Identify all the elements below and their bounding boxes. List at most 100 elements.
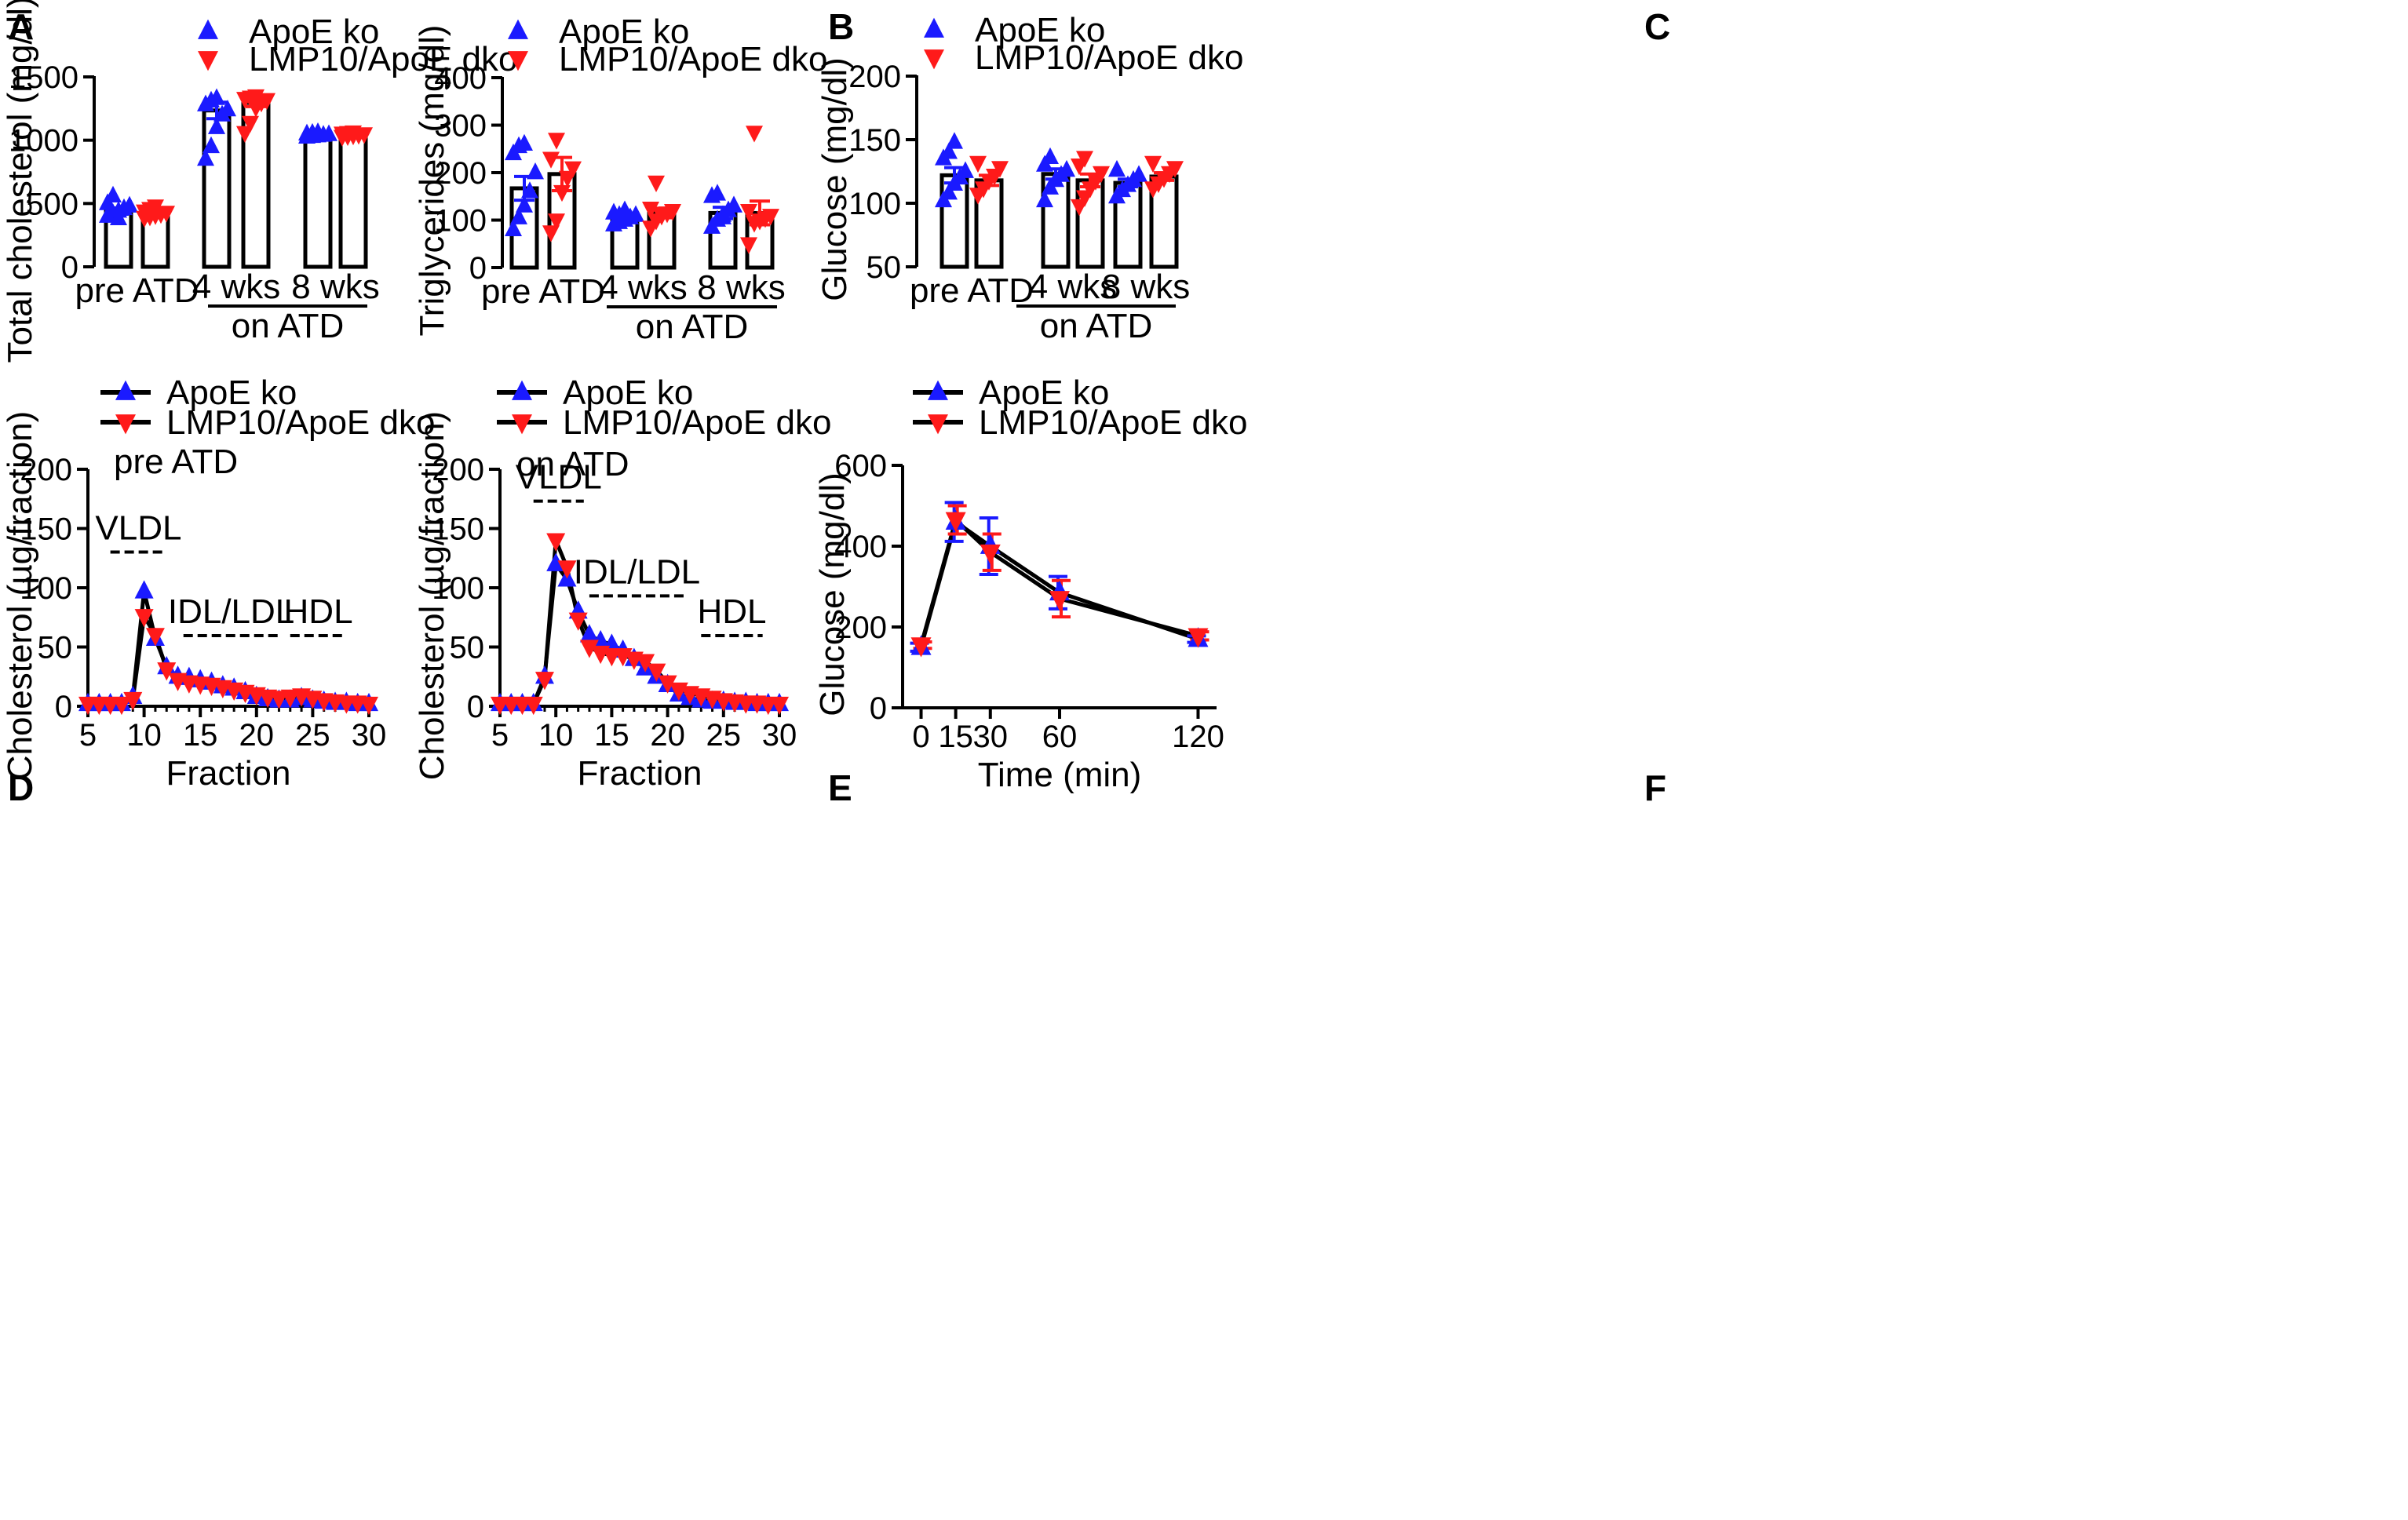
panel-e-x-tick-label: 25 — [706, 718, 742, 753]
panel-f-data-point — [1188, 628, 1209, 648]
panel-b-data-point — [553, 184, 571, 202]
panel-b-data-point — [664, 204, 681, 221]
panel-c-data-point — [940, 183, 958, 200]
legend-marker-apoe-ko — [928, 380, 948, 400]
panel-e-y-tick-label: 100 — [432, 571, 484, 606]
panel-d-letter: D — [8, 767, 34, 808]
panel-b-data-point — [527, 162, 544, 180]
legend-marker-apoe-ko — [924, 17, 944, 38]
panel-c-category-label: pre ATD — [910, 272, 1034, 310]
panel-d-x-tick-label: 15 — [183, 718, 218, 753]
panel-e-data-point — [568, 612, 588, 631]
panel-d-data-point — [111, 696, 131, 716]
panel-e-data-point — [546, 533, 566, 552]
panel-b-data-point — [510, 207, 527, 224]
legend-label-apoe-ko: ApoE ko — [559, 13, 689, 51]
panel-a-bar-apoe-ko — [303, 133, 333, 269]
legend-label-lmp10-apoe-dko: LMP10/ApoE dko — [563, 403, 831, 442]
panel-f-x-tick-label: 60 — [1042, 720, 1078, 754]
panel-a-y-tick-label: 0 — [61, 250, 78, 285]
panel-d-x-tick-label: 30 — [352, 718, 387, 753]
panel-a-data-point — [202, 136, 220, 154]
panel-c-data-point — [969, 155, 987, 173]
panel-b-y-axis-title: Triglycerides (mg/dl) — [413, 25, 451, 337]
panel-c-y-tick-label: 200 — [848, 60, 901, 94]
panel-d-data-point — [157, 662, 177, 681]
panel-c-y-tick-label: 100 — [848, 187, 901, 221]
panel-d-y-axis-title: Cholesterol (µg/fraction) — [1, 411, 39, 780]
panel-e-data-point — [647, 663, 666, 682]
panel-c-data-point — [1108, 159, 1126, 177]
panel-c-letter: C — [1644, 6, 1670, 47]
panel-e-data-point — [636, 654, 655, 673]
panel-f-x-tick-label: 0 — [912, 720, 929, 754]
panel-e-data-point — [579, 640, 599, 658]
legend-marker-lmp10-apoe-dko — [924, 49, 944, 70]
panel-e-y-tick-label: 50 — [450, 631, 485, 665]
panel-c-category-label: 8 wks — [1102, 268, 1190, 306]
panel-a-category-label: pre ATD — [75, 272, 199, 310]
panel-d-x-tick-label: 25 — [295, 718, 330, 753]
legend-label-apoe-ko: ApoE ko — [166, 374, 297, 412]
panel-d-data-point — [269, 691, 289, 709]
panel-f-x-tick-label: 120 — [1172, 720, 1224, 754]
panel-a-data-point — [247, 89, 265, 107]
panel-f-data-point — [945, 512, 966, 532]
panel-e-data-point — [546, 552, 566, 571]
panel-e-letter: E — [828, 767, 852, 808]
panel-b-data-point — [642, 202, 659, 219]
panel-b-letter: B — [828, 6, 854, 47]
panel-b-y-tick-label: 0 — [469, 251, 487, 286]
panel-c-data-point — [1166, 161, 1184, 178]
panel-b-data-point — [740, 237, 757, 254]
panel-a-data-point — [147, 199, 164, 217]
panel-d-data-point — [134, 580, 154, 599]
panel-d-data-point — [359, 696, 378, 716]
panel-a-data-point — [219, 99, 236, 117]
panel-a-y-tick-label: 1000 — [9, 124, 78, 159]
panel-e-region-label: IDL/LDL — [574, 552, 700, 591]
legend-marker-lmp10-apoe-dko — [512, 414, 532, 435]
panel-c-data-point — [1058, 159, 1075, 177]
panel-b-y-tick-label: 100 — [434, 204, 487, 239]
panel-a-data-point — [158, 206, 175, 223]
panel-c-data-point — [991, 161, 1009, 178]
panel-a-data-point — [110, 208, 127, 226]
panel-a-letter: A — [8, 6, 34, 47]
panel-c-category-label: 4 wks — [1029, 268, 1117, 306]
panel-d-data-point — [145, 628, 165, 647]
legend-marker-apoe-ko — [198, 19, 218, 39]
panel-f-y-axis-title: Glucose (mg/dl) — [813, 472, 852, 716]
panel-d-x-tick-label: 10 — [126, 718, 162, 753]
panel-b-data-point — [762, 209, 779, 226]
panel-a-category-label: 8 wks — [291, 268, 379, 306]
panel-f-data-point — [980, 544, 1001, 565]
panel-e-x-tick-label: 20 — [650, 718, 685, 753]
panel-e-data-point — [524, 696, 543, 716]
panel-c-data-point — [1144, 155, 1162, 173]
panel-d-x-tick-label: 20 — [239, 718, 275, 753]
panel-b-y-tick-label: 400 — [434, 61, 487, 96]
panel-a-data-point — [356, 127, 373, 144]
panel-d-region-label: IDL/LDL — [168, 592, 294, 631]
panel-a-data-point — [208, 117, 225, 134]
panel-c-y-axis-title: Glucose (mg/dl) — [815, 57, 854, 301]
panel-e-x-tick-label: 30 — [762, 718, 797, 753]
panel-b-data-point — [709, 184, 726, 201]
panel-a-data-point — [197, 148, 214, 166]
panel-d-data-point — [123, 691, 143, 711]
panel-f-x-tick-label: 15 — [938, 720, 973, 754]
panel-d-region-label: HDL — [284, 592, 353, 631]
panel-e-region-label: VLDL — [516, 458, 602, 497]
legend-marker-apoe-ko — [115, 380, 136, 400]
panel-c-data-point — [1036, 190, 1053, 208]
panel-c-data-point — [1093, 166, 1110, 184]
panel-b-data-point — [740, 204, 757, 221]
legend-label-lmp10-apoe-dko: LMP10/ApoE dko — [166, 403, 435, 442]
panel-b-data-point — [548, 133, 565, 150]
panel-b-category-label: 4 wks — [599, 268, 687, 307]
legend-marker-apoe-ko — [508, 19, 528, 39]
panel-b-data-point — [516, 133, 533, 151]
panel-d-y-tick-label: 100 — [20, 571, 72, 606]
panel-c-data-point — [957, 161, 974, 178]
